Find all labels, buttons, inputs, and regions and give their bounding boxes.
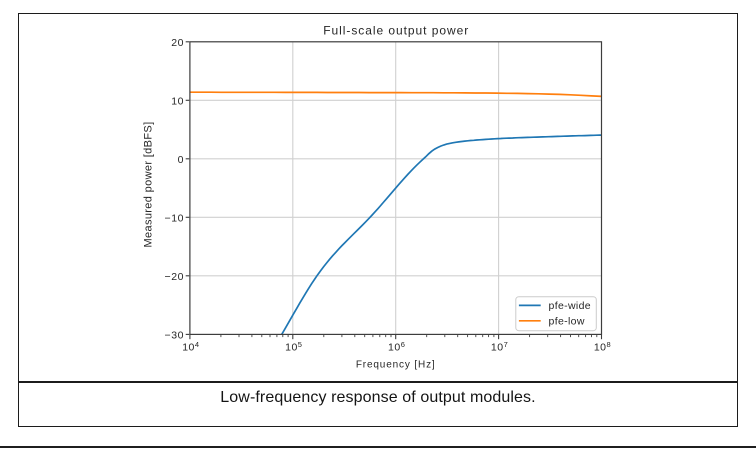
svg-text:20: 20 xyxy=(171,37,184,49)
svg-text:106: 106 xyxy=(388,340,405,353)
svg-text:104: 104 xyxy=(182,340,199,353)
svg-text:Full-scale output power: Full-scale output power xyxy=(323,23,469,37)
svg-text:10: 10 xyxy=(171,96,184,108)
svg-text:−30: −30 xyxy=(165,330,184,342)
svg-text:108: 108 xyxy=(594,340,611,353)
svg-text:0: 0 xyxy=(178,154,184,166)
svg-text:Measured power [dBFS]: Measured power [dBFS] xyxy=(143,122,155,248)
svg-text:105: 105 xyxy=(285,340,302,353)
svg-text:Frequency [Hz]: Frequency [Hz] xyxy=(356,360,436,371)
svg-text:pfe-wide: pfe-wide xyxy=(549,300,592,312)
svg-text:107: 107 xyxy=(491,340,508,353)
svg-text:pfe-low: pfe-low xyxy=(549,315,585,327)
svg-text:−10: −10 xyxy=(165,213,184,225)
svg-text:−20: −20 xyxy=(165,271,184,283)
